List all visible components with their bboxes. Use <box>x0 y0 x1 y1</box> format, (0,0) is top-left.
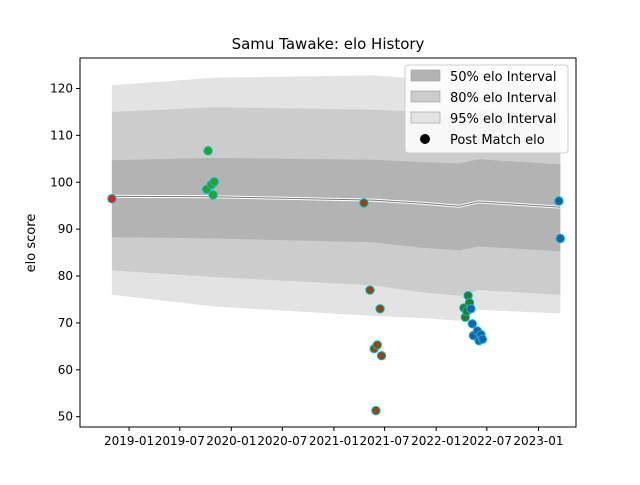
data-point <box>365 285 375 295</box>
x-tick-label: 2021-01 <box>309 434 359 448</box>
y-tick-label: 90 <box>58 222 73 236</box>
x-tick-label: 2023-01 <box>513 434 563 448</box>
legend-label: 80% elo Interval <box>450 91 557 106</box>
x-tick-label: 2022-07 <box>462 434 512 448</box>
x-axis-ticks: 2019-01 2019-07 2020-01 2020-07 2021-01 2021-… <box>104 427 564 448</box>
data-point <box>359 198 369 208</box>
data-point <box>372 340 382 350</box>
legend-swatch <box>410 111 441 124</box>
y-axis-label: elo score <box>24 214 39 273</box>
y-tick-label: 70 <box>58 316 73 330</box>
x-tick-label: 2019-07 <box>155 434 205 448</box>
data-point <box>555 233 565 244</box>
data-point <box>375 304 385 314</box>
data-point <box>208 190 218 200</box>
chart-title: Samu Tawake: elo History <box>232 35 425 53</box>
data-point <box>371 405 381 416</box>
y-tick-label: 60 <box>58 363 73 377</box>
y-tick-label: 120 <box>50 81 73 95</box>
y-axis-ticks: 50 60 70 80 90 100 110 120 <box>50 81 80 424</box>
y-tick-label: 80 <box>58 269 73 283</box>
post-match-points <box>107 146 565 416</box>
data-point <box>107 194 117 204</box>
legend-label: Post Match elo <box>450 133 545 148</box>
y-tick-label: 100 <box>50 175 73 189</box>
legend-box <box>404 64 569 154</box>
legend-marker <box>420 134 430 144</box>
data-point <box>376 351 387 361</box>
y-tick-label: 50 <box>58 410 73 424</box>
x-tick-label: 2019-01 <box>104 434 154 448</box>
legend-label: 50% elo Interval <box>450 70 557 85</box>
band-50 <box>111 157 561 252</box>
data-point <box>554 196 564 206</box>
x-tick-label: 2021-07 <box>360 434 410 448</box>
legend-swatch <box>410 69 441 82</box>
data-point <box>467 319 477 329</box>
x-tick-label: 2020-07 <box>257 434 307 448</box>
y-tick-label: 110 <box>50 128 73 142</box>
axes-frame <box>79 57 577 428</box>
legend: 50% elo Interval 80% elo Interval 95% elo … <box>404 64 569 154</box>
data-point <box>466 304 476 314</box>
data-point <box>477 334 488 344</box>
x-tick-label: 2020-01 <box>206 434 256 448</box>
data-point <box>203 146 213 156</box>
legend-swatch <box>410 90 441 103</box>
data-point <box>209 177 219 187</box>
legend-label: 95% elo Interval <box>450 112 557 127</box>
x-tick-label: 2022-01 <box>411 434 461 448</box>
